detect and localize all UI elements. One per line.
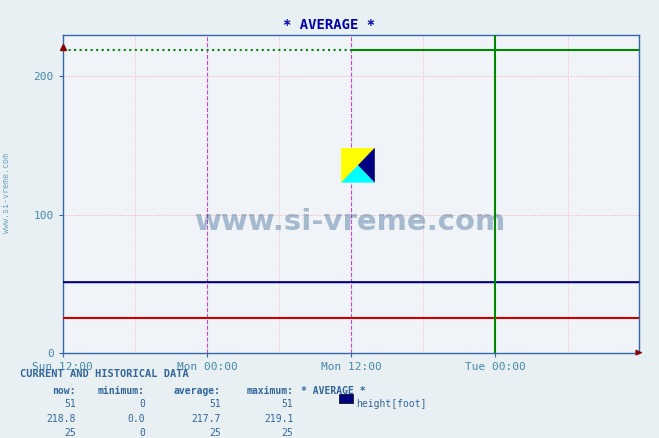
Text: 51: 51 [209, 399, 221, 410]
Text: www.si-vreme.com: www.si-vreme.com [195, 208, 507, 237]
Text: 25: 25 [281, 428, 293, 438]
Text: 217.7: 217.7 [191, 414, 221, 424]
Text: www.si-vreme.com: www.si-vreme.com [2, 153, 11, 233]
Text: minimum:: minimum: [98, 386, 145, 396]
Text: * AVERAGE *: * AVERAGE * [301, 386, 366, 396]
Text: 0.0: 0.0 [127, 414, 145, 424]
Text: maximum:: maximum: [246, 386, 293, 396]
Text: 218.8: 218.8 [46, 414, 76, 424]
Text: now:: now: [52, 386, 76, 396]
Text: 0: 0 [139, 399, 145, 410]
Text: 25: 25 [64, 428, 76, 438]
Text: * AVERAGE *: * AVERAGE * [283, 18, 376, 32]
Text: 0: 0 [139, 428, 145, 438]
Text: 51: 51 [281, 399, 293, 410]
Text: height[foot]: height[foot] [356, 399, 426, 409]
Text: 51: 51 [64, 399, 76, 410]
Text: 25: 25 [209, 428, 221, 438]
Text: average:: average: [174, 386, 221, 396]
Text: 219.1: 219.1 [264, 414, 293, 424]
Text: CURRENT AND HISTORICAL DATA: CURRENT AND HISTORICAL DATA [20, 369, 188, 379]
